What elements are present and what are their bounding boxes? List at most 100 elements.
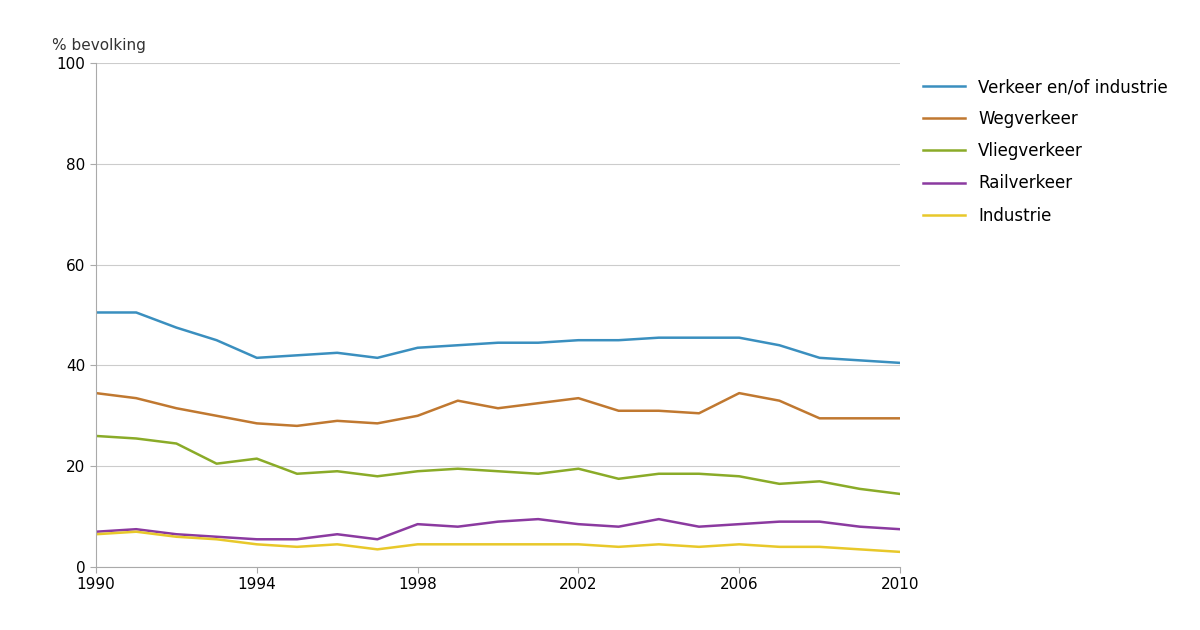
Wegverkeer	[371, 420, 385, 427]
Industrie	[893, 548, 907, 556]
Industrie	[612, 543, 626, 551]
Verkeer en/of industrie	[130, 309, 144, 316]
Verkeer en/of industrie	[410, 344, 425, 352]
Railverkeer	[652, 515, 666, 523]
Industrie	[169, 533, 184, 541]
Vliegverkeer	[410, 467, 425, 475]
Railverkeer	[89, 528, 103, 536]
Railverkeer	[612, 523, 626, 530]
Railverkeer	[491, 518, 505, 525]
Wegverkeer	[130, 394, 144, 402]
Vliegverkeer	[853, 485, 868, 493]
Verkeer en/of industrie	[893, 359, 907, 367]
Railverkeer	[571, 520, 586, 528]
Industrie	[732, 541, 746, 548]
Verkeer en/of industrie	[89, 309, 103, 316]
Railverkeer	[853, 523, 868, 530]
Wegverkeer	[853, 415, 868, 422]
Railverkeer	[210, 533, 224, 541]
Railverkeer	[250, 536, 264, 543]
Verkeer en/of industrie	[773, 341, 787, 349]
Industrie	[330, 541, 344, 548]
Railverkeer	[410, 520, 425, 528]
Wegverkeer	[773, 397, 787, 404]
Industrie	[652, 541, 666, 548]
Railverkeer	[130, 525, 144, 533]
Verkeer en/of industrie	[451, 341, 466, 349]
Wegverkeer	[210, 412, 224, 420]
Verkeer en/of industrie	[330, 349, 344, 357]
Railverkeer	[691, 523, 706, 530]
Railverkeer	[812, 518, 827, 525]
Verkeer en/of industrie	[571, 336, 586, 344]
Verkeer en/of industrie	[652, 334, 666, 341]
Vliegverkeer	[491, 467, 505, 475]
Railverkeer	[451, 523, 466, 530]
Wegverkeer	[691, 410, 706, 417]
Wegverkeer	[290, 422, 305, 430]
Wegverkeer	[169, 404, 184, 412]
Verkeer en/of industrie	[210, 336, 224, 344]
Vliegverkeer	[691, 470, 706, 478]
Wegverkeer	[330, 417, 344, 425]
Verkeer en/of industrie	[853, 357, 868, 364]
Verkeer en/of industrie	[371, 354, 385, 362]
Wegverkeer	[812, 415, 827, 422]
Industrie	[491, 541, 505, 548]
Vliegverkeer	[532, 470, 546, 478]
Vliegverkeer	[89, 432, 103, 440]
Vliegverkeer	[210, 460, 224, 467]
Vliegverkeer	[169, 440, 184, 447]
Railverkeer	[732, 520, 746, 528]
Industrie	[853, 546, 868, 553]
Wegverkeer	[89, 389, 103, 397]
Vliegverkeer	[290, 470, 305, 478]
Railverkeer	[532, 515, 546, 523]
Verkeer en/of industrie	[491, 339, 505, 346]
Vliegverkeer	[773, 480, 787, 488]
Line: Verkeer en/of industrie: Verkeer en/of industrie	[96, 312, 900, 363]
Vliegverkeer	[451, 465, 466, 472]
Wegverkeer	[732, 389, 746, 397]
Vliegverkeer	[652, 470, 666, 478]
Wegverkeer	[571, 394, 586, 402]
Wegverkeer	[410, 412, 425, 420]
Line: Vliegverkeer: Vliegverkeer	[96, 436, 900, 494]
Legend: Verkeer en/of industrie, Wegverkeer, Vliegverkeer, Railverkeer, Industrie: Verkeer en/of industrie, Wegverkeer, Vli…	[917, 71, 1175, 231]
Wegverkeer	[532, 399, 546, 407]
Industrie	[812, 543, 827, 551]
Railverkeer	[330, 530, 344, 538]
Vliegverkeer	[612, 475, 626, 483]
Verkeer en/of industrie	[732, 334, 746, 341]
Verkeer en/of industrie	[532, 339, 546, 346]
Wegverkeer	[893, 415, 907, 422]
Vliegverkeer	[571, 465, 586, 472]
Text: % bevolking: % bevolking	[52, 38, 145, 53]
Railverkeer	[893, 525, 907, 533]
Railverkeer	[169, 530, 184, 538]
Railverkeer	[371, 536, 385, 543]
Verkeer en/of industrie	[691, 334, 706, 341]
Railverkeer	[773, 518, 787, 525]
Industrie	[371, 546, 385, 553]
Wegverkeer	[491, 404, 505, 412]
Vliegverkeer	[330, 467, 344, 475]
Verkeer en/of industrie	[290, 352, 305, 359]
Verkeer en/of industrie	[169, 324, 184, 331]
Industrie	[532, 541, 546, 548]
Line: Wegverkeer: Wegverkeer	[96, 393, 900, 426]
Vliegverkeer	[130, 435, 144, 442]
Industrie	[130, 528, 144, 536]
Line: Railverkeer: Railverkeer	[96, 519, 900, 539]
Wegverkeer	[612, 407, 626, 415]
Wegverkeer	[451, 397, 466, 404]
Industrie	[691, 543, 706, 551]
Industrie	[773, 543, 787, 551]
Verkeer en/of industrie	[812, 354, 827, 362]
Industrie	[410, 541, 425, 548]
Vliegverkeer	[732, 472, 746, 480]
Vliegverkeer	[893, 490, 907, 498]
Vliegverkeer	[812, 478, 827, 485]
Industrie	[210, 536, 224, 543]
Industrie	[451, 541, 466, 548]
